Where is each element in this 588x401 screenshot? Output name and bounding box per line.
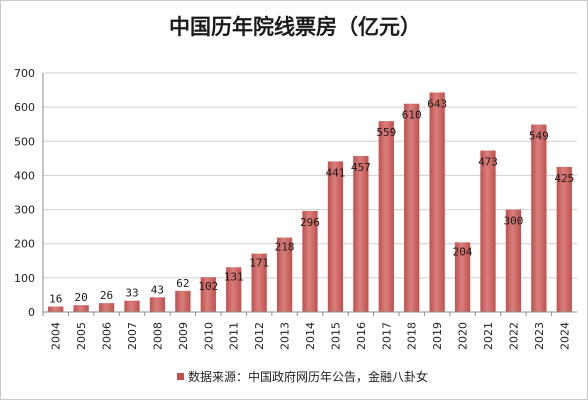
x-tick-label: 2024 bbox=[558, 322, 571, 350]
bar bbox=[454, 242, 471, 312]
grid-lines bbox=[43, 72, 577, 279]
data-label: 131 bbox=[224, 270, 244, 283]
bar bbox=[480, 150, 496, 312]
bar bbox=[302, 210, 318, 312]
legend-swatch bbox=[177, 373, 184, 380]
data-label: 16 bbox=[49, 293, 62, 306]
x-tick-label: 2010 bbox=[202, 322, 215, 350]
x-tick-label: 2021 bbox=[482, 322, 495, 350]
data-label: 102 bbox=[198, 280, 218, 293]
x-tick-label: 2007 bbox=[126, 322, 139, 350]
bar bbox=[378, 121, 394, 313]
chart-title: 中国历年院线票房（亿元） bbox=[169, 15, 421, 39]
bar bbox=[200, 277, 216, 312]
x-tick-label: 2012 bbox=[253, 322, 266, 350]
bar bbox=[353, 155, 369, 312]
y-tick-label: 0 bbox=[28, 306, 35, 319]
bar bbox=[98, 303, 115, 312]
bar bbox=[556, 166, 572, 312]
data-label: 643 bbox=[427, 97, 447, 110]
bar bbox=[531, 124, 547, 312]
data-labels: 16 20 26 33 43 62 102 131 171 218 296 441 457 559 610 6… bbox=[49, 97, 574, 305]
data-label: 33 bbox=[125, 287, 138, 300]
x-tick-label: 2017 bbox=[380, 322, 393, 350]
bar bbox=[149, 297, 166, 312]
data-label: 171 bbox=[249, 257, 269, 270]
legend: 数据来源：中国政府网历年公告，金融八卦女 bbox=[177, 369, 428, 384]
x-tick-label: 2020 bbox=[457, 322, 470, 350]
legend-label: 数据来源：中国政府网历年公告，金融八卦女 bbox=[188, 369, 428, 384]
bar bbox=[124, 300, 140, 312]
data-label: 62 bbox=[176, 277, 189, 290]
bar bbox=[251, 253, 267, 312]
data-label: 43 bbox=[151, 283, 164, 296]
bar bbox=[327, 161, 344, 312]
bar bbox=[276, 237, 293, 312]
data-label: 549 bbox=[529, 130, 549, 143]
data-label: 559 bbox=[376, 126, 396, 139]
x-tick-label: 2019 bbox=[431, 322, 444, 350]
x-tick-label: 2023 bbox=[533, 322, 546, 350]
bar-series bbox=[48, 92, 572, 313]
y-axis-ticks: 0 100 200 300 400 500 600 700 bbox=[14, 67, 35, 319]
y-tick-label: 300 bbox=[14, 204, 35, 217]
y-tick-label: 400 bbox=[14, 169, 35, 182]
data-label: 218 bbox=[275, 241, 295, 254]
bar bbox=[429, 92, 445, 312]
x-tick-label: 2022 bbox=[507, 322, 520, 350]
y-tick-label: 200 bbox=[14, 238, 35, 251]
data-label: 425 bbox=[554, 172, 574, 185]
data-label: 26 bbox=[100, 289, 113, 302]
x-tick-label: 2009 bbox=[177, 322, 190, 350]
data-label: 20 bbox=[75, 291, 88, 304]
axes bbox=[42, 73, 577, 316]
x-tick-label: 2005 bbox=[75, 322, 88, 350]
y-tick-label: 500 bbox=[14, 135, 35, 148]
x-tick-label: 2016 bbox=[355, 322, 368, 350]
x-tick-label: 2018 bbox=[406, 322, 419, 350]
x-tick-label: 2011 bbox=[228, 322, 241, 350]
bar bbox=[505, 209, 522, 312]
x-axis-ticks: 2004 2005 2006 2007 2008 2009 2010 2011 2012 2013… bbox=[50, 322, 572, 350]
y-tick-label: 600 bbox=[14, 101, 35, 114]
data-label: 300 bbox=[503, 215, 523, 228]
y-tick-label: 100 bbox=[14, 272, 35, 285]
x-tick-label: 2015 bbox=[329, 322, 342, 350]
data-label: 441 bbox=[325, 166, 345, 179]
y-tick-label: 700 bbox=[14, 67, 35, 80]
data-label: 204 bbox=[453, 245, 473, 258]
x-tick-label: 2013 bbox=[279, 322, 292, 350]
bar bbox=[404, 103, 420, 312]
bar bbox=[175, 290, 191, 312]
x-tick-label: 2008 bbox=[151, 322, 164, 350]
data-label: 296 bbox=[300, 216, 320, 229]
data-label: 610 bbox=[402, 109, 422, 122]
bar bbox=[48, 306, 64, 312]
x-tick-label: 2014 bbox=[304, 322, 317, 350]
x-tick-label: 2004 bbox=[50, 322, 63, 350]
bar bbox=[73, 305, 89, 312]
x-tick-label: 2006 bbox=[101, 322, 114, 350]
data-label: 473 bbox=[478, 156, 498, 169]
data-label: 457 bbox=[351, 161, 371, 174]
bar bbox=[226, 267, 242, 312]
